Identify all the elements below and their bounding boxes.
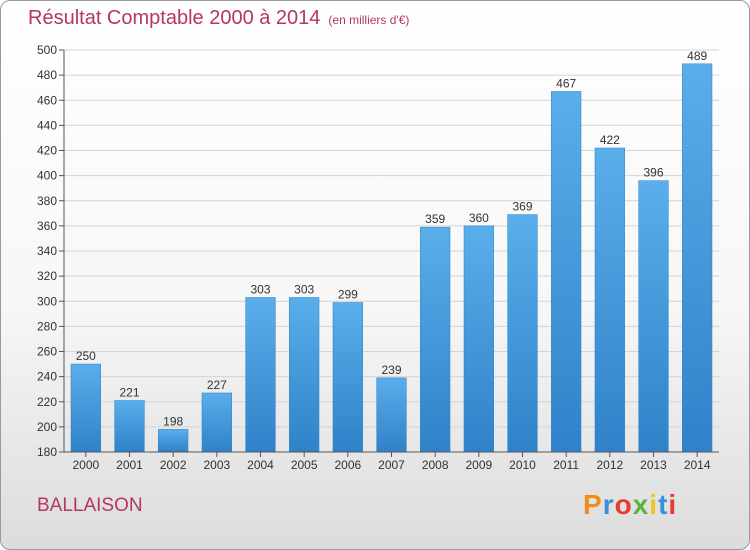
bar-value-label: 239 xyxy=(381,363,401,377)
y-tick-label: 280 xyxy=(37,319,57,333)
bar-value-label: 422 xyxy=(600,133,620,147)
y-tick-label: 500 xyxy=(37,43,57,57)
proxiti-logo[interactable]: Proxiti xyxy=(583,489,677,521)
bar-value-label: 489 xyxy=(687,49,707,63)
place-name: BALLAISON xyxy=(37,495,143,516)
bar xyxy=(682,63,713,453)
x-tick-label: 2008 xyxy=(422,458,449,472)
logo-letter: i xyxy=(668,489,678,520)
bar-value-label: 227 xyxy=(207,378,227,392)
bar-value-label: 396 xyxy=(643,166,663,180)
bar xyxy=(245,297,276,453)
bar-value-label: 299 xyxy=(338,288,358,302)
bar-value-label: 360 xyxy=(469,211,489,225)
logo-letter: o xyxy=(614,489,633,520)
y-tick-label: 260 xyxy=(37,345,57,359)
y-tick-label: 480 xyxy=(37,68,57,82)
y-tick-label: 420 xyxy=(37,144,57,158)
y-tick-label: 380 xyxy=(37,194,57,208)
y-tick-label: 360 xyxy=(37,219,57,233)
bar-value-label: 359 xyxy=(425,212,445,226)
bar xyxy=(114,400,145,453)
bar-value-label: 303 xyxy=(250,282,270,296)
x-tick-label: 2004 xyxy=(247,458,274,472)
bar xyxy=(594,147,625,453)
bar-value-label: 467 xyxy=(556,76,576,90)
bar xyxy=(420,226,451,453)
x-tick-label: 2003 xyxy=(203,458,230,472)
chart-subtitle: (en milliers d'€) xyxy=(328,13,410,27)
x-tick-label: 2000 xyxy=(72,458,99,472)
y-tick-label: 300 xyxy=(37,294,57,308)
logo-letter: i xyxy=(649,489,659,520)
bar xyxy=(158,429,189,453)
bar xyxy=(70,363,101,453)
y-tick-label: 460 xyxy=(37,93,57,107)
x-tick-label: 2012 xyxy=(596,458,623,472)
chart-title: Résultat Comptable 2000 à 2014 (en millie… xyxy=(28,7,409,30)
bar xyxy=(289,297,320,453)
bar-value-label: 221 xyxy=(119,385,139,399)
bars: 250 221 198 227 303 303 299 239 359 360 369 467 422 3… xyxy=(70,49,713,453)
bar xyxy=(638,180,669,453)
x-tick-label: 2014 xyxy=(684,458,711,472)
x-tick-label: 2010 xyxy=(509,458,536,472)
x-tick-label: 2005 xyxy=(291,458,318,472)
y-tick-label: 440 xyxy=(37,118,57,132)
x-tick-label: 2011 xyxy=(553,458,579,472)
x-tick-label: 2001 xyxy=(116,458,143,472)
axes: 180 200 220 240 260 280 300 320 340 360 380 400 420 4… xyxy=(37,43,719,472)
bar-value-label: 369 xyxy=(512,200,532,214)
x-tick-label: 2013 xyxy=(640,458,667,472)
y-tick-label: 240 xyxy=(37,370,57,384)
y-tick-label: 200 xyxy=(37,420,57,434)
y-tick-label: 180 xyxy=(37,445,57,459)
bar xyxy=(376,377,407,453)
y-tick-label: 400 xyxy=(37,169,57,183)
logo-letter: r xyxy=(602,489,615,520)
logo-letter: t xyxy=(658,489,669,520)
x-tick-label: 2002 xyxy=(160,458,187,472)
y-tick-label: 320 xyxy=(37,269,57,283)
x-tick-label: 2007 xyxy=(378,458,405,472)
bar-value-label: 250 xyxy=(76,349,96,363)
y-tick-label: 220 xyxy=(37,395,57,409)
bar-value-label: 303 xyxy=(294,282,314,296)
bar-value-label: 198 xyxy=(163,414,183,428)
bar xyxy=(463,225,494,453)
x-tick-label: 2006 xyxy=(334,458,361,472)
bar xyxy=(201,392,232,453)
logo-letter: P xyxy=(583,489,603,520)
chart-title-text: Résultat Comptable 2000 à 2014 xyxy=(28,7,321,29)
bar xyxy=(507,214,538,453)
x-tick-label: 2009 xyxy=(465,458,492,472)
bar xyxy=(551,91,582,453)
bar xyxy=(332,302,363,453)
logo-letter: x xyxy=(632,489,650,520)
y-tick-label: 340 xyxy=(37,244,57,258)
